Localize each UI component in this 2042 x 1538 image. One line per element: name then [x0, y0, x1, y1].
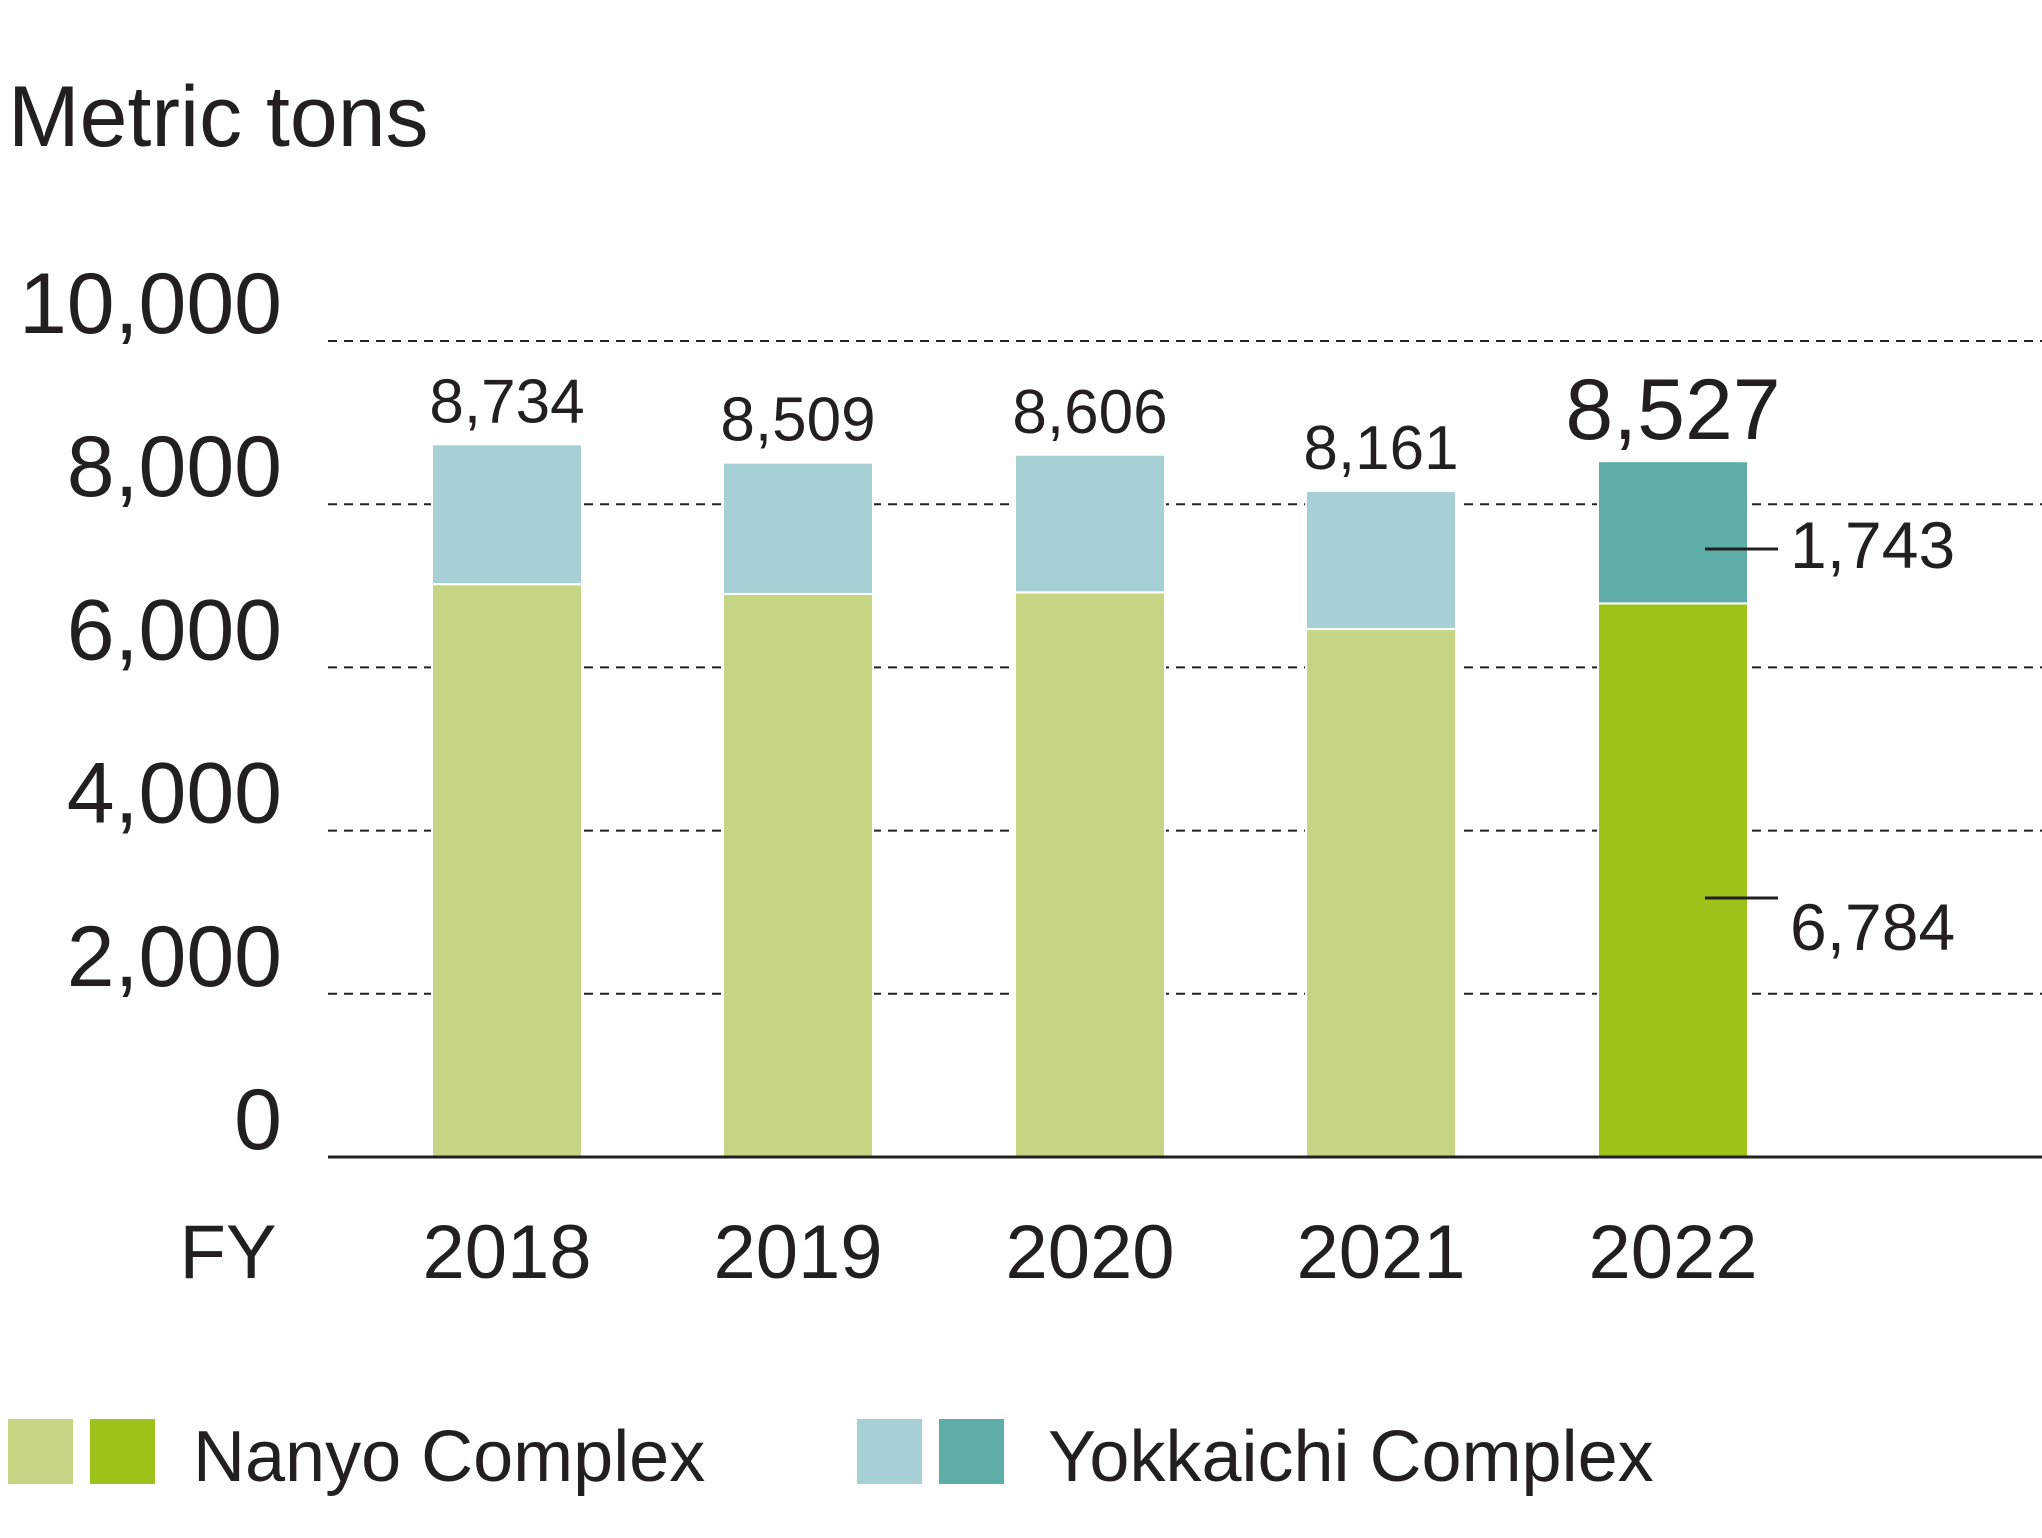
- total-label-2021: 8,161: [1303, 414, 1458, 483]
- y-tick-label: 0: [234, 1072, 282, 1168]
- gridlines: [328, 340, 2042, 995]
- bar-yokkaichi-2018: [431, 443, 583, 586]
- x-tick-label-2018: 2018: [422, 1210, 591, 1295]
- bar-yokkaichi-2021: [1305, 490, 1457, 631]
- bar-yokkaichi-2019: [722, 461, 874, 595]
- total-label-2019: 8,509: [720, 386, 875, 455]
- x-tick-label-2022: 2022: [1588, 1210, 1757, 1295]
- bar-nanyo-2019: [722, 592, 874, 1158]
- bar-yokkaichi-2020: [1014, 453, 1166, 594]
- total-labels: 8,734 8,509 8,606 8,161 8,527: [429, 362, 1780, 483]
- bar-nanyo-2021: [1305, 628, 1457, 1158]
- total-label-2018: 8,734: [429, 367, 584, 436]
- y-tick-label: 6,000: [67, 582, 282, 678]
- x-tick-label-2021: 2021: [1296, 1210, 1465, 1295]
- x-tick-label-2019: 2019: [713, 1210, 882, 1295]
- bar-nanyo-2020: [1014, 591, 1166, 1158]
- x-axis-label: FY: [179, 1210, 276, 1295]
- legend-label-yokkaichi: Yokkaichi Complex: [1048, 1417, 1654, 1497]
- bar-nanyo-2018: [431, 583, 583, 1158]
- legend-swatch-nanyo-dark: [90, 1419, 155, 1484]
- legend-swatch-yokkaichi-light: [857, 1419, 922, 1484]
- legend-label-nanyo: Nanyo Complex: [193, 1417, 705, 1497]
- bar-yokkaichi-2022: [1597, 460, 1749, 605]
- unit-label: Metric tons: [8, 69, 429, 165]
- y-tick-label: 10,000: [19, 256, 282, 352]
- legend: Nanyo Complex Yokkaichi Complex: [8, 1417, 1654, 1497]
- x-tick-label-2020: 2020: [1005, 1210, 1174, 1295]
- bars: [431, 443, 1749, 1158]
- bar-nanyo-2022: [1597, 602, 1749, 1158]
- total-label-2020: 8,606: [1012, 378, 1167, 447]
- y-tick-label: 4,000: [67, 746, 282, 842]
- total-label-2022: 8,527: [1565, 362, 1780, 458]
- y-tick-label: 8,000: [67, 419, 282, 515]
- segment-label-yokkaichi-2022: 1,743: [1790, 508, 1955, 582]
- segment-label-nanyo-2022: 6,784: [1790, 890, 1955, 964]
- y-tick-label: 2,000: [67, 909, 282, 1005]
- legend-swatch-yokkaichi-dark: [939, 1419, 1004, 1484]
- x-axis-ticks: 2018 2019 2020 2021 2022: [422, 1210, 1757, 1295]
- legend-swatch-nanyo-light: [8, 1419, 73, 1484]
- y-axis-ticks: 0 2,000 4,000 6,000 8,000 10,000: [19, 256, 282, 1168]
